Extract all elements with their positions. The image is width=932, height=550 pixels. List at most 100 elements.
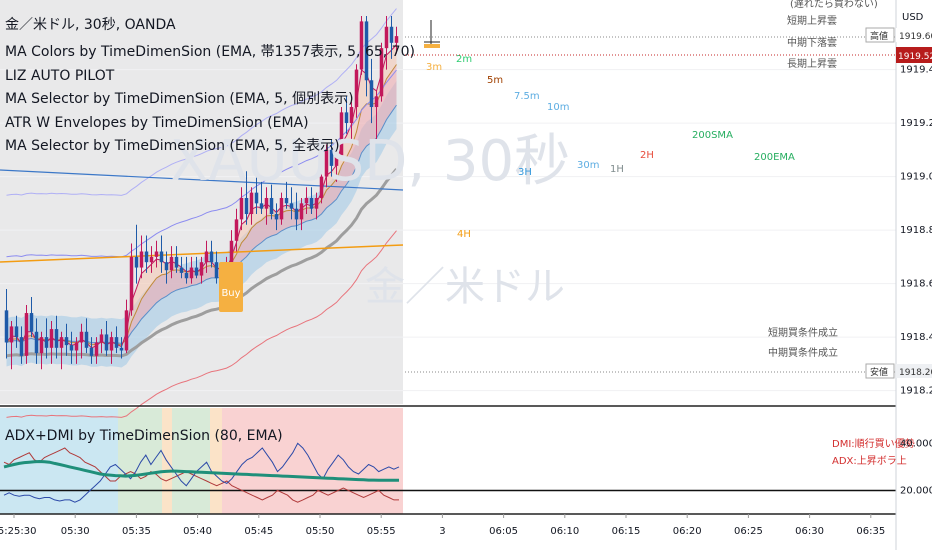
candle-body [264, 197, 269, 209]
candle-body [144, 251, 149, 263]
buy-signal-box[interactable] [219, 262, 243, 312]
crosshair-icon [424, 20, 440, 48]
candle-body [249, 192, 254, 215]
candle-body [274, 214, 279, 220]
time-tick-label: 06:30 [795, 526, 824, 537]
price-tick-label: 1918.800 [900, 225, 932, 236]
candle-body [119, 347, 124, 351]
trend-status: (遅れたら買わない) 短期上昇雲 中期下落雲 長期上昇雲 [787, 0, 878, 70]
candle-body [164, 262, 169, 271]
candle-body [174, 256, 179, 268]
ma-label: 30m [577, 160, 599, 171]
candle-body [314, 197, 319, 209]
candle-body [44, 337, 49, 348]
candle-body [154, 251, 159, 257]
candle-body [179, 267, 184, 273]
candle-body [134, 256, 139, 268]
candle-body [74, 342, 79, 351]
candle-body [159, 251, 164, 263]
high-price-tag: 高値 1919.600 [865, 27, 932, 43]
low-value: 1918.200 [899, 368, 932, 378]
candle-body [319, 176, 324, 198]
adx-tick-label: 20.000 [900, 485, 932, 496]
low-value-box [896, 364, 932, 378]
candle-body [359, 21, 364, 70]
price-tick-label: 1919.400 [900, 65, 932, 76]
adx-zone-orange-2 [210, 408, 222, 514]
candle-body [304, 197, 309, 204]
indicator-legend-item[interactable]: MA Selector by TimeDimenSion (EMA, 5, 全表… [5, 137, 340, 154]
current-price-value: 1919.525 [898, 52, 932, 62]
indicator-legend-item[interactable]: ATR W Envelopes by TimeDimenSion (EMA) [5, 115, 309, 131]
ma-label: 3m [426, 62, 442, 73]
price-tick-label: 1919.000 [900, 172, 932, 183]
price-axis[interactable]: USD 1919.400 1919.200 1919.000 1918.800 1918… [900, 12, 932, 397]
candle-body [259, 203, 264, 209]
ma-label: 7.5m [514, 91, 540, 102]
candle-body [244, 197, 249, 215]
low-tag-label: 安値 [870, 366, 888, 378]
time-tick-label: 05:55 [367, 526, 396, 537]
name-watermark: 金／米ドル [365, 264, 565, 310]
candle-body [69, 345, 74, 351]
high-value: 1919.600 [899, 32, 932, 42]
candle-body [279, 197, 284, 220]
buy-signal[interactable]: Buy [219, 262, 243, 312]
ma-label: 200EMA [754, 152, 795, 163]
buy-signal-label: Buy [221, 288, 240, 299]
time-tick-label: 06:10 [550, 526, 579, 537]
currency-label: USD [902, 12, 924, 23]
ma-labels: 3m 2m 5m 7.5m 10m 3H 30m 1H 2H 200SMA 200EMA 4H [426, 54, 795, 240]
high-tag-box [865, 27, 895, 43]
adx-zone-blue [0, 408, 118, 514]
candle-body [39, 337, 44, 354]
candle-body [389, 26, 394, 43]
candle-body [189, 267, 194, 279]
candle-body [29, 313, 34, 332]
candle-body [334, 155, 339, 166]
envelope-outer [6, 8, 397, 196]
indicator-legend-item[interactable]: MA Colors by TimeDimenSion (EMA, 帯1357表示… [5, 44, 415, 60]
time-tick-label: 05:45 [244, 526, 273, 537]
candle-body [394, 36, 399, 43]
candle-body [214, 262, 219, 279]
time-axis[interactable]: 05:25:30 05:30 05:35 05:40 05:45 05:50 05:55 3 0… [0, 514, 885, 537]
ma-label: 5m [487, 75, 503, 86]
status-line: 中期下落雲 [787, 36, 837, 49]
time-tick-label: 06:15 [612, 526, 641, 537]
time-tick-label: 05:25:30 [0, 526, 36, 537]
candle-body [199, 262, 204, 276]
di-plus-line [3, 442, 400, 503]
indicator-legend-item[interactable]: MA Selector by TimeDimenSion (EMA, 5, 個別… [5, 91, 354, 107]
adx-axis: 40.000 20.000 [900, 438, 932, 496]
adx-plot [0, 442, 896, 503]
adx-title[interactable]: ADX+DMI by TimeDimenSion (80, EMA) [5, 428, 283, 444]
time-tick-label: 06:05 [489, 526, 518, 537]
indicator-legend-item[interactable]: LIZ AUTO PILOT [5, 68, 115, 84]
status-line: (遅れたら買わない) [790, 0, 878, 10]
adx-zone-green-2 [172, 408, 210, 514]
ma-label: 200SMA [692, 130, 733, 141]
price-tick-label: 1919.200 [900, 118, 932, 129]
time-tick-label: 06:25 [734, 526, 763, 537]
ma-label: 1H [610, 164, 624, 175]
ma-line-4h [0, 244, 404, 263]
candle-body [239, 197, 244, 220]
adx-tick-label: 40.000 [900, 438, 932, 449]
candle-body [229, 240, 234, 268]
candle-body [294, 208, 299, 220]
ma-label: 3H [518, 167, 532, 178]
high-value-box [896, 28, 932, 42]
time-tick-label: 05:35 [122, 526, 151, 537]
candle-body [4, 310, 9, 343]
candle-body [89, 347, 94, 356]
time-tick-label: 05:30 [61, 526, 90, 537]
indicator-legend: 金／米ドル, 30秒, OANDA MA Colors by TimeDimen… [5, 17, 415, 154]
adx-zone-green [118, 408, 162, 514]
ma-label: 2m [456, 54, 472, 65]
candle-body [94, 342, 99, 356]
chart-title[interactable]: 金／米ドル, 30秒, OANDA [5, 17, 176, 33]
candle-body [114, 337, 119, 348]
